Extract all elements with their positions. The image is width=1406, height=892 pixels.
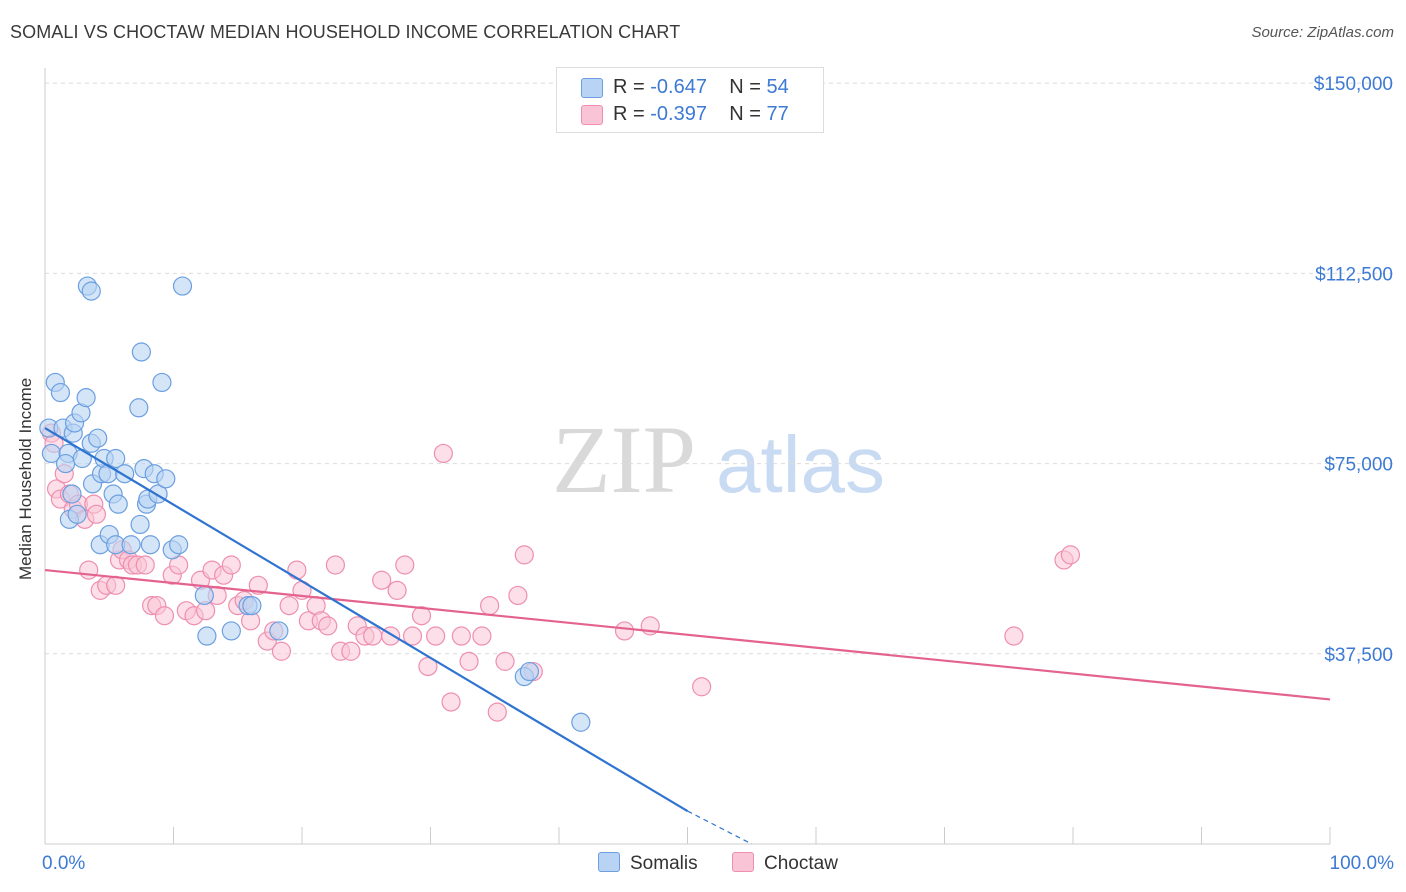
y-tick-label: $75,000 [1324, 455, 1393, 476]
choctaw-point [106, 575, 126, 595]
choctaw-point [451, 626, 471, 646]
choctaw-point [387, 580, 407, 600]
bottom-legend-label-somalis: Somalis [630, 853, 698, 874]
chart-title: SOMALI VS CHOCTAW MEDIAN HOUSEHOLD INCOM… [10, 22, 681, 42]
somali-point [81, 281, 101, 301]
bottom-legend-somalis: Somalis [598, 852, 698, 875]
choctaw-point [1004, 626, 1024, 646]
grid-lines [45, 82, 1395, 655]
choctaw-point [395, 555, 415, 575]
legend-swatch-somali [581, 78, 603, 98]
somali-point [152, 372, 172, 393]
watermark-zip: ZIP [552, 406, 696, 513]
choctaw-point [135, 555, 155, 575]
choctaw-trend-line [44, 568, 1331, 701]
y-tick-label: $150,000 [1314, 74, 1393, 95]
choctaw-point [472, 626, 492, 646]
legend-n-value-choctaw: 77 [766, 103, 789, 125]
choctaw-point [487, 702, 507, 722]
somali-point [130, 514, 150, 535]
legend-n-label: N = [729, 76, 767, 98]
choctaw-point [271, 641, 292, 661]
choctaw-point [441, 692, 461, 712]
x-tick-label-max: 100.0% [1330, 853, 1395, 874]
choctaw-point [325, 555, 346, 575]
choctaw-point [459, 651, 479, 671]
y-tick-labels: $150,000 $112,500 $75,000 $37,500 [1314, 74, 1393, 666]
somali-point [129, 398, 149, 418]
choctaw-point [318, 616, 338, 636]
y-tick-label: $112,500 [1315, 264, 1393, 285]
y-tick-label: $37,500 [1324, 645, 1393, 666]
somali-point [88, 428, 108, 448]
somali-point [156, 469, 176, 489]
somali-point [121, 535, 141, 555]
choctaw-point [221, 555, 241, 575]
legend-swatch-choctaw [581, 105, 603, 125]
choctaw-point [372, 570, 392, 590]
choctaw-point [411, 606, 432, 626]
somali-point [519, 661, 540, 682]
choctaw-point [86, 504, 107, 524]
legend-r-label: R = [613, 76, 651, 98]
trend-lines [44, 427, 1331, 845]
legend-n-label: N = [729, 103, 767, 125]
bottom-legend-label-choctaw: Choctaw [764, 853, 838, 874]
somali-point [55, 453, 76, 474]
x-tick-labels: 0.0% 100.0% [42, 853, 1394, 874]
somali-point [221, 621, 241, 641]
x-tick-label-min: 0.0% [42, 853, 85, 874]
somali-point [131, 342, 151, 362]
choctaw-point [1060, 545, 1081, 565]
somali-point [62, 484, 82, 504]
somali-point [194, 585, 214, 606]
choctaw-point [248, 575, 268, 595]
correlation-legend: R = -0.647 N = 54 R = -0.397 N = 77 [556, 67, 824, 133]
choctaw-point [480, 595, 500, 616]
somali-point [242, 595, 262, 616]
somali-trend-line [44, 427, 689, 812]
choctaw-point [495, 651, 515, 671]
choctaw-point [508, 585, 528, 606]
somali-point [172, 276, 193, 296]
somali-point [67, 504, 87, 524]
somali-point [169, 535, 189, 555]
legend-r-label: R = [613, 103, 651, 125]
somali-point [76, 388, 96, 408]
somali-trend-extension [687, 810, 753, 845]
somali-point [571, 712, 591, 732]
somali-point [106, 448, 126, 469]
source-label: Source: ZipAtlas.com [1251, 24, 1394, 41]
choctaw-point [279, 595, 299, 616]
bottom-legend-swatch-somalis [598, 852, 620, 872]
choctaw-point [287, 560, 307, 580]
legend-r-value-choctaw: -0.397 [650, 103, 707, 125]
somali-point [197, 626, 217, 646]
choctaw-point [433, 443, 453, 464]
bottom-legend-swatch-choctaw [732, 852, 754, 872]
watermark-atlas: atlas [716, 420, 885, 509]
choctaw-point [514, 545, 534, 565]
choctaw-point [79, 560, 99, 580]
somali-point [269, 621, 289, 641]
choctaw-point [426, 626, 446, 646]
choctaw-point [402, 626, 423, 646]
legend-n-value-somali: 54 [766, 76, 789, 98]
choctaw-point [363, 626, 383, 646]
somali-point [108, 494, 128, 514]
choctaw-point [692, 677, 712, 697]
bottom-legend-choctaw: Choctaw [732, 852, 838, 875]
legend-r-value-somali: -0.647 [650, 76, 707, 98]
somali-point [50, 382, 71, 403]
choctaw-point [614, 621, 635, 641]
choctaw-point [154, 606, 175, 626]
choctaw-point [341, 641, 361, 661]
somali-point [140, 535, 160, 555]
